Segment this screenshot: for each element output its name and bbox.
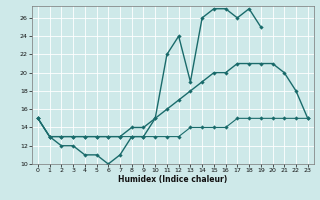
X-axis label: Humidex (Indice chaleur): Humidex (Indice chaleur) <box>118 175 228 184</box>
